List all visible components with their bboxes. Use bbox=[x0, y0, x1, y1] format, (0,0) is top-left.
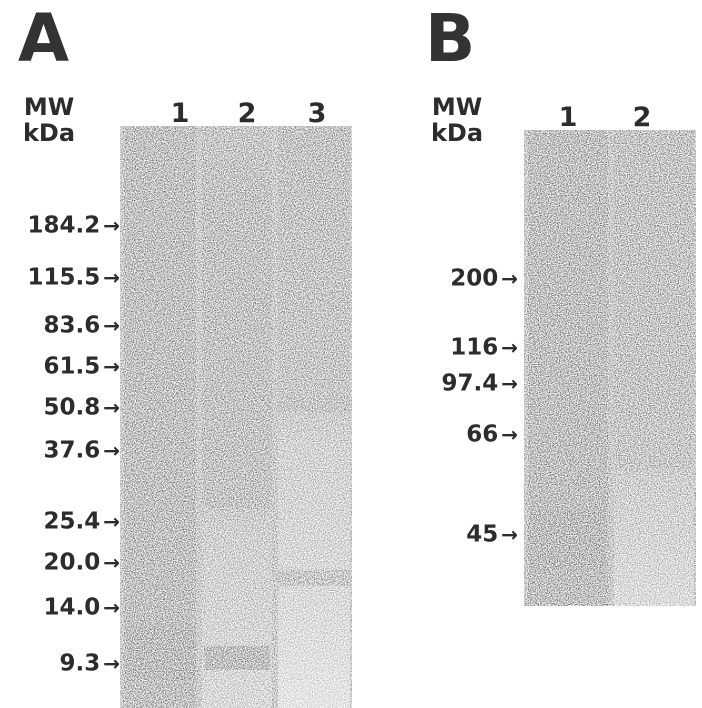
panel-a-marker: 184.2 → bbox=[27, 212, 120, 239]
kda-label: kDa bbox=[430, 119, 484, 147]
panel-b-marker: 45 → bbox=[466, 521, 518, 548]
arrow-right-icon: → bbox=[501, 522, 518, 547]
panel-a-marker: 14.0 → bbox=[43, 594, 120, 621]
panel-a-marker: 20.0 → bbox=[43, 549, 120, 576]
marker-label: 37.6 bbox=[43, 437, 101, 464]
arrow-right-icon: → bbox=[103, 550, 120, 575]
arrow-right-icon: → bbox=[103, 354, 120, 379]
lane-2 bbox=[614, 130, 694, 606]
lane-2-band bbox=[616, 430, 692, 470]
arrow-right-icon: → bbox=[103, 438, 120, 463]
marker-label: 9.3 bbox=[59, 650, 101, 677]
marker-label: 66 bbox=[466, 421, 499, 448]
panel-a-marker: 83.6 → bbox=[43, 312, 120, 339]
lane-2 bbox=[202, 126, 272, 708]
marker-label: 45 bbox=[466, 521, 499, 548]
panel-a-lane-3-label: 3 bbox=[307, 98, 327, 129]
arrow-right-icon: → bbox=[103, 213, 120, 238]
arrow-right-icon: → bbox=[501, 266, 518, 291]
marker-label: 184.2 bbox=[27, 212, 101, 239]
panel-b-marker: 116 → bbox=[450, 334, 518, 361]
marker-label: 83.6 bbox=[43, 312, 101, 339]
arrow-right-icon: → bbox=[103, 651, 120, 676]
panel-b-lane-1-label: 1 bbox=[558, 102, 578, 133]
mw-label: MW bbox=[431, 93, 483, 121]
kda-label: kDa bbox=[22, 119, 76, 147]
panel-a-gel bbox=[120, 126, 352, 708]
marker-label: 115.5 bbox=[27, 264, 101, 291]
arrow-right-icon: → bbox=[103, 595, 120, 620]
marker-label: 200 bbox=[450, 265, 499, 292]
marker-label: 25.4 bbox=[43, 508, 101, 535]
lane-1-band bbox=[126, 626, 196, 680]
lane-1 bbox=[124, 126, 196, 708]
lane-2-band bbox=[204, 486, 270, 508]
panel-a-lane-2-label: 2 bbox=[237, 98, 257, 129]
marker-label: 14.0 bbox=[43, 594, 101, 621]
panel-a-marker: 61.5 → bbox=[43, 353, 120, 380]
marker-label: 116 bbox=[450, 334, 499, 361]
lane-3 bbox=[278, 126, 350, 708]
lane-2-band bbox=[204, 646, 270, 670]
panel-b-lane-2-label: 2 bbox=[632, 102, 652, 133]
panel-b-gel bbox=[524, 130, 696, 606]
arrow-right-icon: → bbox=[103, 509, 120, 534]
panel-a-marker: 37.6 → bbox=[43, 437, 120, 464]
arrow-right-icon: → bbox=[103, 395, 120, 420]
panel-b-marker: 200 → bbox=[450, 265, 518, 292]
panel-b-letter: B bbox=[425, 0, 476, 77]
panel-a-marker: 9.3 → bbox=[59, 650, 120, 677]
marker-label: 97.4 bbox=[441, 370, 499, 397]
panel-b-marker: 66 → bbox=[466, 421, 518, 448]
mw-label: MW bbox=[23, 93, 75, 121]
marker-label: 50.8 bbox=[43, 394, 101, 421]
panel-a-marker: 50.8 → bbox=[43, 394, 120, 421]
panel-b-marker: 97.4 → bbox=[441, 370, 518, 397]
panel-a-marker: 25.4 → bbox=[43, 508, 120, 535]
marker-label: 20.0 bbox=[43, 549, 101, 576]
arrow-right-icon: → bbox=[501, 335, 518, 360]
arrow-right-icon: → bbox=[103, 265, 120, 290]
lane-3-band bbox=[278, 396, 350, 412]
arrow-right-icon: → bbox=[103, 313, 120, 338]
lane-1-band bbox=[530, 510, 606, 570]
marker-label: 61.5 bbox=[43, 353, 101, 380]
arrow-right-icon: → bbox=[501, 371, 518, 396]
arrow-right-icon: → bbox=[501, 422, 518, 447]
panel-a-marker: 115.5 → bbox=[27, 264, 120, 291]
lane-3-band bbox=[278, 570, 350, 586]
panel-a-letter: A bbox=[18, 0, 70, 77]
panel-a-lane-1-label: 1 bbox=[170, 98, 190, 129]
